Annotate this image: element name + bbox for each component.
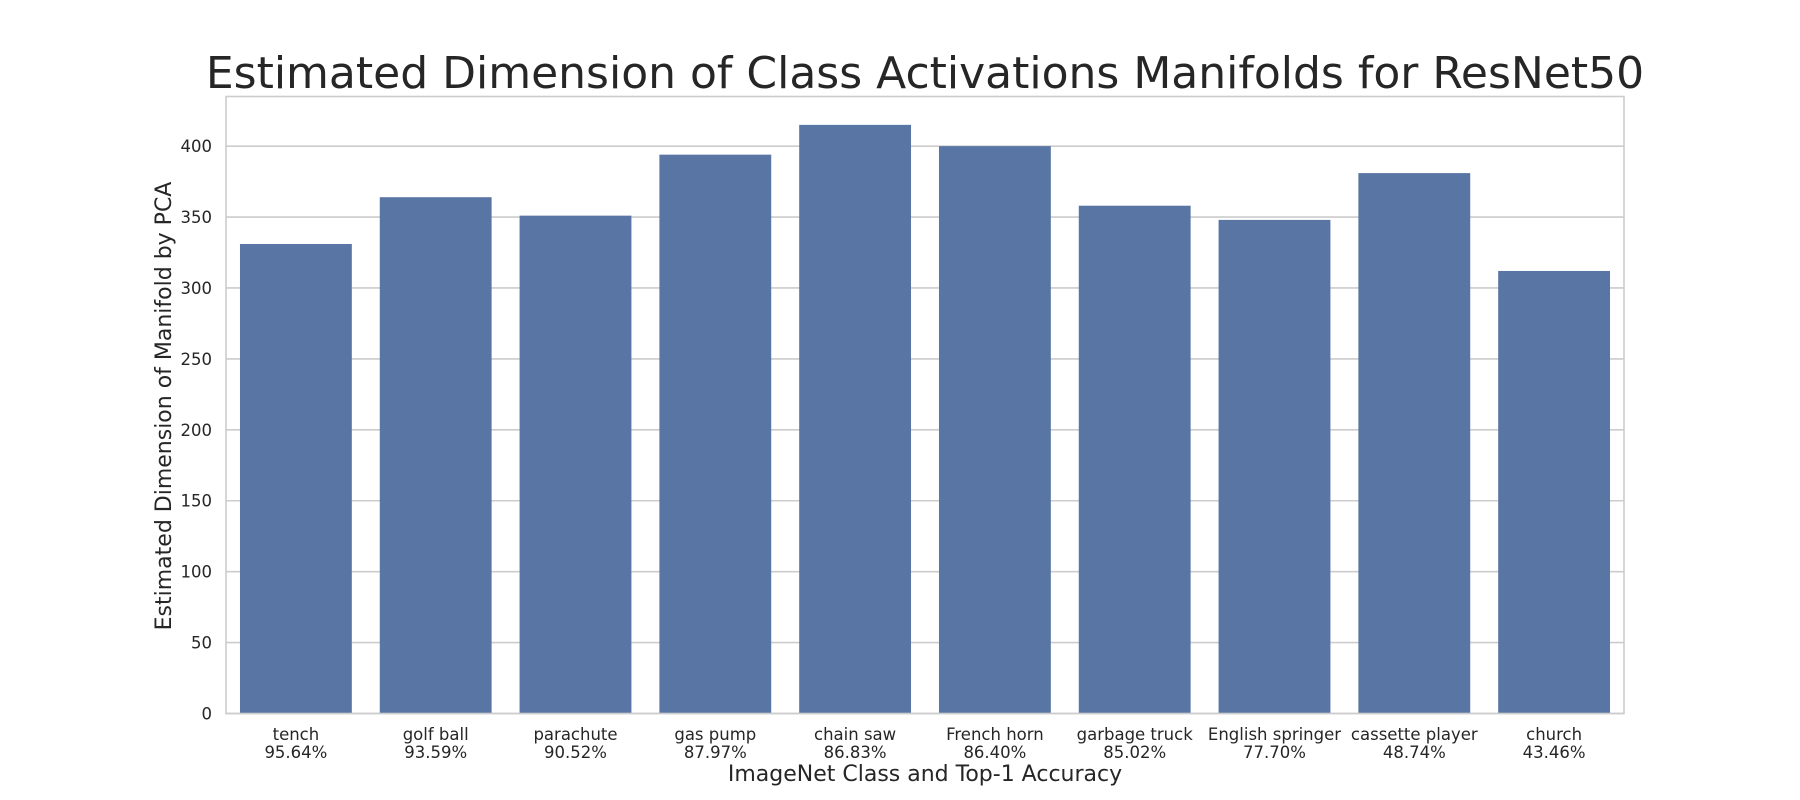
x-tick-label-accuracy: 87.97%	[684, 743, 747, 762]
x-tick-label-accuracy: 85.02%	[1103, 743, 1166, 762]
bar	[1498, 270, 1611, 714]
y-tick-label: 50	[191, 634, 212, 653]
y-tick-label: 200	[181, 421, 213, 440]
x-tick-label-accuracy: 90.52%	[544, 743, 607, 762]
y-tick-labels: 0 50 100 150 200 250 300 350 400	[181, 137, 213, 723]
bar	[1078, 205, 1191, 714]
y-tick-label: 0	[202, 705, 213, 724]
bar	[1358, 173, 1471, 714]
y-tick-label: 250	[181, 350, 213, 369]
bar	[239, 244, 352, 714]
x-tick-label-accuracy: 86.83%	[824, 743, 887, 762]
bar	[938, 146, 1051, 714]
x-tick-label-class: golf ball	[403, 725, 469, 744]
x-tick-label-class: garbage truck	[1077, 725, 1194, 744]
y-tick-label: 400	[181, 137, 213, 156]
y-tick-label: 300	[181, 279, 213, 298]
x-tick-label-accuracy: 95.64%	[264, 743, 327, 762]
x-tick-label-class: parachute	[533, 725, 617, 744]
x-tick-label-accuracy: 77.70%	[1243, 743, 1306, 762]
x-tick-label-class: English springer	[1208, 725, 1341, 744]
y-tick-label: 350	[181, 208, 213, 227]
x-tick-label-class: chain saw	[814, 725, 896, 744]
chart-title: Estimated Dimension of Class Activations…	[206, 48, 1644, 99]
bar	[659, 154, 772, 714]
x-tick-label-class: gas pump	[674, 725, 756, 744]
x-tick-label-accuracy: 48.74%	[1383, 743, 1446, 762]
bar	[1218, 219, 1331, 714]
y-tick-label: 100	[181, 563, 213, 582]
x-tick-label-class: French horn	[946, 725, 1044, 744]
bars	[239, 124, 1611, 714]
bar	[379, 197, 492, 714]
plot-frame	[225, 95, 1625, 715]
x-axis-label: ImageNet Class and Top-1 Accuracy	[728, 762, 1122, 787]
x-tick-label-accuracy: 43.46%	[1523, 743, 1586, 762]
x-tick-label-accuracy: 93.59%	[404, 743, 467, 762]
y-axis-label: Estimated Dimension of Manifold by PCA	[152, 182, 177, 631]
x-tick-label-accuracy: 86.40%	[963, 743, 1026, 762]
x-tick-label-class: cassette player	[1351, 725, 1478, 744]
y-tick-label: 150	[181, 492, 213, 511]
bar	[519, 215, 632, 714]
x-tick-label-class: tench	[273, 725, 320, 744]
bar	[799, 124, 912, 714]
x-tick-label-class: church	[1526, 725, 1582, 744]
